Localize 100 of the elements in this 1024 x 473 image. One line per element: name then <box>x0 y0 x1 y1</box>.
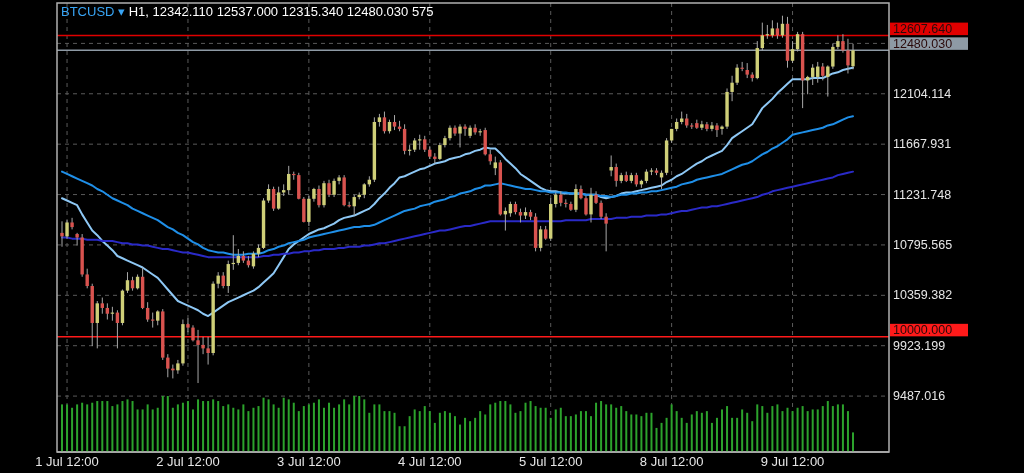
candlestick <box>851 43 855 70</box>
candlestick <box>574 183 578 213</box>
bar <box>242 404 245 452</box>
bar <box>590 416 593 452</box>
bar <box>227 404 230 452</box>
bar <box>655 427 658 452</box>
bar <box>111 406 114 452</box>
bar <box>534 406 537 452</box>
candlestick <box>715 122 719 138</box>
bar <box>615 407 618 452</box>
candlestick <box>433 152 437 165</box>
bar <box>403 426 406 452</box>
bar <box>443 411 446 452</box>
bar <box>705 411 708 452</box>
bar <box>806 411 809 452</box>
bar <box>222 406 225 452</box>
bar <box>126 399 129 452</box>
bar <box>116 404 119 452</box>
bar <box>448 412 451 452</box>
chart-title: BTCUSD ▾ H1, 12342.110 12537.000 12315.340 12480.030 575 <box>61 4 434 19</box>
bar <box>559 407 562 452</box>
bar <box>438 412 441 452</box>
bar <box>761 406 764 452</box>
x-tick-label: 2 Jul 12:00 <box>156 454 220 469</box>
candlestick <box>841 33 845 54</box>
candlestick <box>266 183 271 204</box>
bar <box>328 402 331 452</box>
ref-line-label: 12480.030 <box>893 36 953 51</box>
bar <box>852 432 854 452</box>
bar <box>393 412 396 452</box>
candlestick <box>145 301 150 323</box>
candlestick <box>730 75 734 102</box>
bar <box>388 411 391 452</box>
candlestick <box>176 359 180 375</box>
bar <box>433 422 436 452</box>
candlestick <box>473 123 477 136</box>
candlestick <box>836 34 840 50</box>
bar <box>81 402 84 452</box>
candlestick <box>60 220 64 248</box>
bar <box>786 407 789 452</box>
candlestick <box>790 40 795 64</box>
candlestick <box>322 180 326 208</box>
bar <box>232 407 235 452</box>
bar <box>76 404 79 452</box>
bar <box>338 404 341 452</box>
candlestick <box>65 219 69 240</box>
bar <box>635 414 638 452</box>
candlestick <box>846 38 850 74</box>
bar <box>297 411 300 452</box>
bar <box>292 402 295 452</box>
bar <box>494 402 497 452</box>
bar <box>322 407 325 452</box>
bar <box>176 404 179 452</box>
bar <box>217 401 220 452</box>
bar <box>751 421 754 452</box>
candlestick <box>70 217 74 230</box>
candlestick <box>604 212 608 252</box>
bar <box>690 414 693 452</box>
candlestick <box>538 225 543 252</box>
candlestick <box>710 121 714 132</box>
bar <box>821 406 824 452</box>
bar <box>811 409 814 452</box>
bar <box>66 404 69 452</box>
bar <box>464 417 467 452</box>
bar <box>700 412 703 452</box>
bar <box>796 407 799 452</box>
y-tick-label: 9487.016 <box>893 389 946 404</box>
bar <box>524 402 527 452</box>
bar <box>171 407 174 452</box>
bar <box>474 417 477 452</box>
bar <box>373 404 376 452</box>
candlestick <box>276 186 281 211</box>
bar <box>685 422 688 452</box>
bar <box>574 414 577 452</box>
bar <box>453 416 456 452</box>
candlestick <box>206 336 210 366</box>
candlestick <box>317 185 321 208</box>
bar <box>584 411 587 452</box>
candlestick <box>463 123 467 137</box>
bar <box>287 399 290 452</box>
bar <box>459 424 462 452</box>
y-tick-label: 10359.382 <box>893 288 953 303</box>
bar <box>267 399 270 452</box>
candlestick <box>609 154 613 177</box>
bar <box>846 411 849 452</box>
bar <box>353 396 356 452</box>
bar <box>554 409 557 452</box>
candlestick <box>453 124 457 137</box>
bar <box>302 406 305 452</box>
bar <box>670 404 673 452</box>
bar <box>282 397 285 452</box>
bar <box>605 404 608 452</box>
candlestick <box>125 271 130 294</box>
bar <box>348 404 351 452</box>
candlestick <box>307 195 311 227</box>
candlestick <box>826 64 830 98</box>
bar <box>489 404 492 452</box>
bar <box>257 406 260 452</box>
bar <box>600 401 603 452</box>
bar <box>197 399 200 452</box>
